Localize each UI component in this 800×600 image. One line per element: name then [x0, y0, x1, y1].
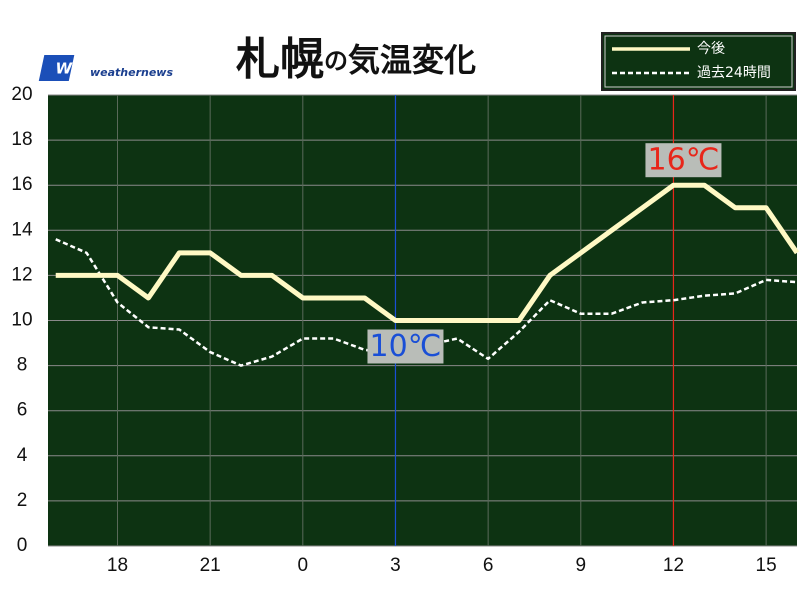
annotation-label: 16℃ — [648, 143, 720, 178]
title-part: 気温変化 — [348, 41, 476, 79]
logo-icon — [38, 55, 75, 81]
legend-label: 過去24時間 — [697, 65, 771, 81]
annotation-box — [645, 143, 722, 178]
y-tick-label: 10 — [11, 310, 32, 331]
chart-title: 札幌の気温変化 — [236, 34, 476, 85]
x-tick-label: 18 — [107, 555, 128, 576]
x-tick-label: 3 — [390, 555, 401, 576]
series-line — [55, 182, 800, 323]
legend-frame — [604, 35, 793, 88]
logo-mark: WN — [55, 60, 85, 78]
y-tick-label: 12 — [11, 264, 32, 285]
title-part: の — [324, 47, 348, 75]
y-tick-label: 4 — [17, 445, 28, 466]
x-tick-label: 15 — [756, 555, 777, 576]
title-part: 札幌 — [236, 34, 324, 85]
y-tick-label: 20 — [11, 84, 32, 105]
x-tick-label: 6 — [483, 555, 494, 576]
x-tick-label: 9 — [576, 555, 587, 576]
logo: WN weathernews — [38, 55, 173, 81]
legend-box — [601, 32, 796, 91]
x-tick-label: 0 — [298, 555, 309, 576]
x-tick-label: 21 — [200, 555, 221, 576]
annotation-label: 10℃ — [370, 329, 442, 364]
annotation-box — [367, 329, 444, 364]
y-tick-label: 0 — [17, 535, 28, 556]
y-tick-label: 14 — [11, 219, 33, 240]
y-tick-label: 18 — [11, 129, 32, 150]
legend-label: 今後 — [697, 41, 725, 57]
annotation: 10℃ — [367, 329, 444, 364]
annotation: 16℃ — [645, 143, 722, 178]
y-tick-label: 16 — [11, 174, 32, 195]
y-tick-label: 6 — [17, 400, 28, 421]
logo-text: weathernews — [90, 66, 173, 79]
x-tick-label: 12 — [663, 555, 684, 576]
series-line — [55, 238, 798, 367]
y-tick-label: 2 — [17, 490, 28, 511]
y-tick-label: 8 — [17, 355, 28, 376]
